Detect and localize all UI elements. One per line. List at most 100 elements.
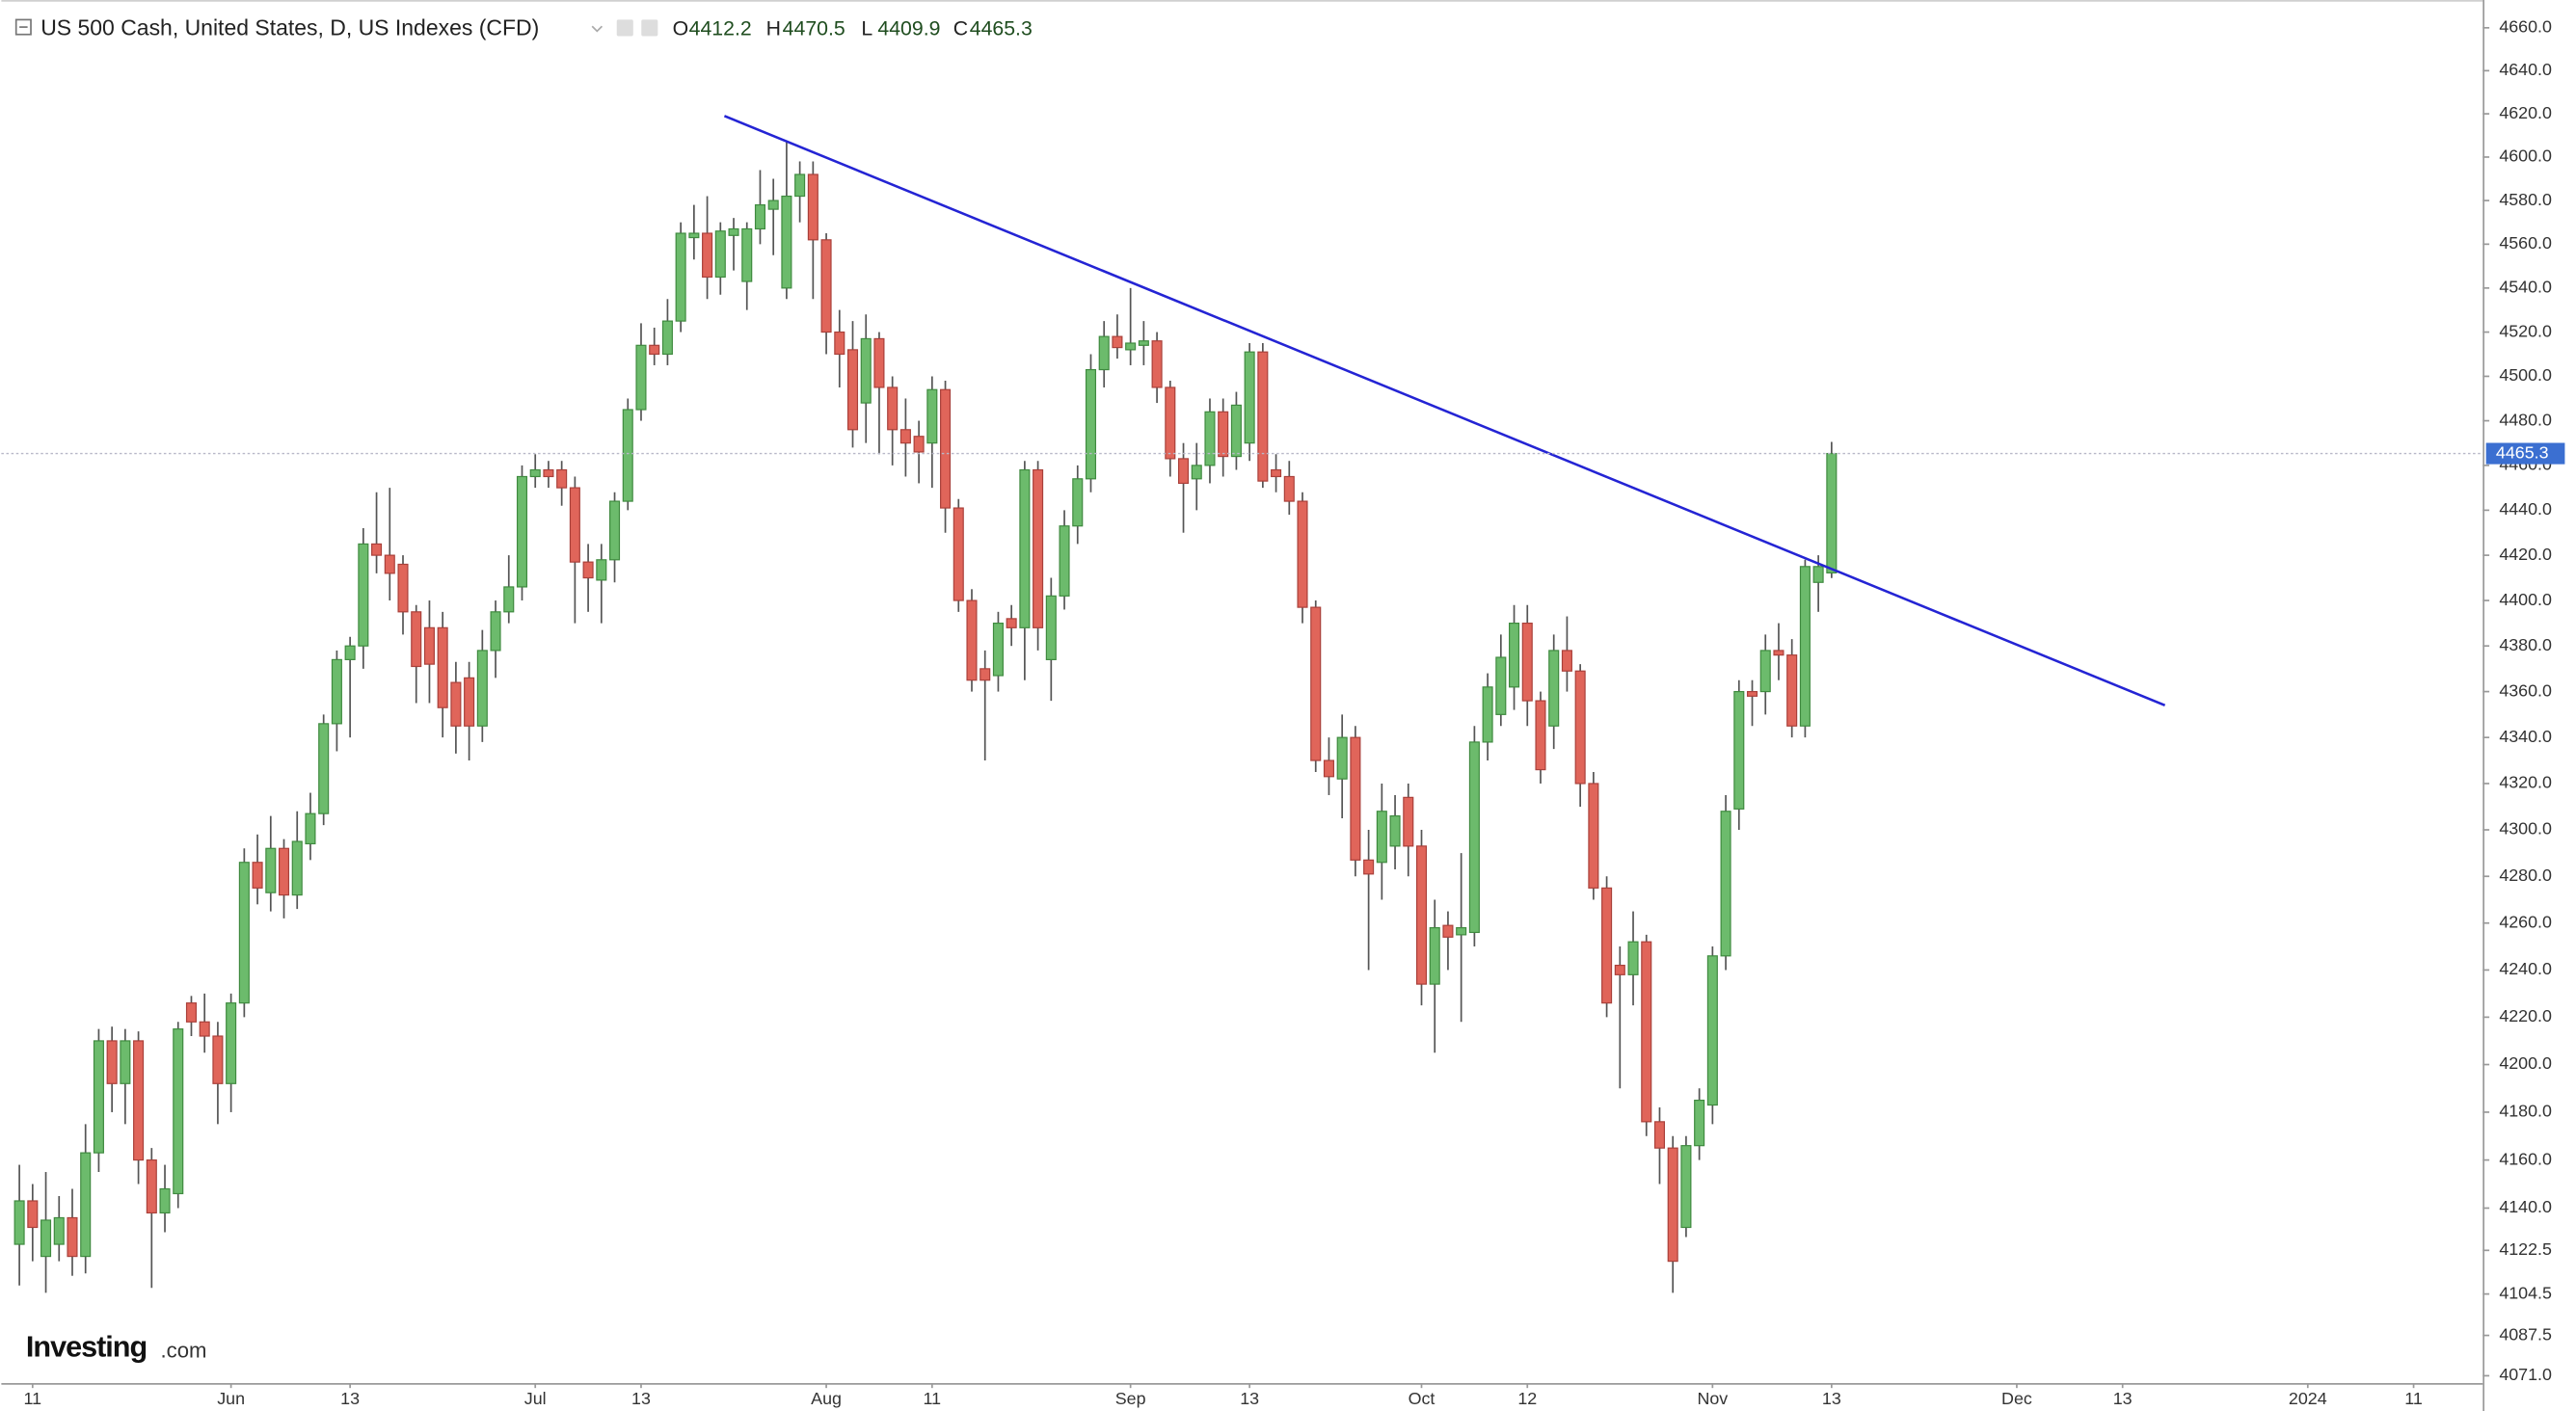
y-tick-label: 4500.0 <box>2499 365 2552 385</box>
candle-body <box>1826 452 1838 573</box>
y-tick-label: 4540.0 <box>2499 278 2552 297</box>
candle-body <box>860 337 872 404</box>
candle-body <box>27 1200 39 1229</box>
settings-icon[interactable] <box>616 19 633 37</box>
candle-body <box>344 645 356 660</box>
candle-body <box>1799 566 1811 727</box>
candle-body <box>13 1200 25 1245</box>
x-tick-label: 13 <box>1240 1389 1259 1408</box>
collapse-icon[interactable] <box>14 18 32 36</box>
candle-body <box>226 1002 237 1084</box>
x-tick-label: Jul <box>524 1389 547 1408</box>
candle-body <box>358 543 369 647</box>
x-tick-label: 12 <box>1517 1389 1537 1408</box>
candle-body <box>1019 468 1031 628</box>
candle-body <box>464 677 475 727</box>
candle-body <box>899 429 911 444</box>
candle-body <box>185 1002 198 1023</box>
candle-body <box>1072 478 1084 527</box>
close-icon[interactable] <box>641 19 658 37</box>
candle-body <box>1151 340 1163 388</box>
candle-body <box>1759 650 1771 693</box>
y-tick-label: 4180.0 <box>2499 1102 2552 1121</box>
candle-body <box>1204 411 1216 466</box>
candle-body <box>1456 926 1467 936</box>
candle-body <box>794 173 806 198</box>
candle-body <box>1350 736 1361 861</box>
ohlc-key: H <box>766 16 781 40</box>
candle-body <box>966 599 978 681</box>
candle-body <box>820 239 832 333</box>
candle-body <box>252 862 263 889</box>
candle-body <box>1429 926 1440 985</box>
candle-body <box>714 230 726 279</box>
candle-body <box>40 1219 52 1258</box>
candle-body <box>622 409 633 502</box>
candle-body <box>1059 525 1070 597</box>
candle-body <box>834 331 845 356</box>
candle-body <box>1548 650 1560 727</box>
ohlc-value: 4465.3 <box>970 16 1033 40</box>
candle-body <box>1336 736 1348 780</box>
candle-body <box>450 681 462 727</box>
candle-body <box>1482 686 1493 743</box>
y-tick-label: 4520.0 <box>2499 321 2552 340</box>
candle-body <box>1495 656 1507 715</box>
candle-body <box>318 723 330 814</box>
candle-body <box>953 507 964 601</box>
x-tick-label: Oct <box>1409 1389 1436 1408</box>
candle-body <box>846 349 859 431</box>
candle-body <box>992 623 1004 677</box>
candle-body <box>1310 606 1322 761</box>
candle-body <box>781 195 792 289</box>
candle-body <box>1667 1147 1678 1263</box>
candle-body <box>1812 566 1824 583</box>
candle-body <box>1283 475 1295 502</box>
ohlc-key: O <box>673 16 689 40</box>
candle-body <box>93 1040 104 1154</box>
candle-body <box>702 232 713 279</box>
candle-body <box>199 1021 210 1037</box>
candle-body <box>807 173 818 241</box>
y-tick-label: 4580.0 <box>2499 190 2552 209</box>
candle-body <box>688 232 700 239</box>
y-tick-label: 4300.0 <box>2499 819 2552 839</box>
x-tick-label: 13 <box>340 1389 360 1408</box>
candle-body <box>53 1216 65 1245</box>
candle-body <box>1098 335 1110 371</box>
candle-body <box>291 840 303 896</box>
y-tick-label: 4440.0 <box>2499 499 2552 519</box>
y-tick-label: 4380.0 <box>2499 635 2552 654</box>
candle-body <box>661 320 673 356</box>
candle-body <box>1561 650 1572 672</box>
y-tick-label: 4620.0 <box>2499 103 2552 122</box>
candle-body <box>1085 368 1097 480</box>
candle-body <box>649 344 660 356</box>
ohlc-key: L <box>861 16 872 40</box>
title-dropdown[interactable] <box>591 25 604 33</box>
candle-body <box>1442 924 1454 938</box>
candle-body <box>397 563 409 613</box>
y-tick-label: 4640.0 <box>2499 60 2552 79</box>
ohlc-value: 4412.2 <box>689 16 752 40</box>
y-tick-label: 4340.0 <box>2499 727 2552 746</box>
candle-body <box>979 668 991 681</box>
candle-body <box>278 847 290 896</box>
candle-body <box>1125 342 1137 351</box>
candle-body <box>887 386 899 431</box>
candle-body <box>1706 955 1718 1106</box>
candle-body <box>173 1028 184 1195</box>
candle-body <box>1509 623 1520 688</box>
candle-body <box>1574 670 1586 785</box>
x-tick-label: 11 <box>24 1389 42 1408</box>
y-tick-label: 4220.0 <box>2499 1006 2552 1025</box>
candle-body <box>940 388 952 509</box>
candle-body <box>1653 1121 1666 1149</box>
candle-body <box>384 554 395 574</box>
candle-body <box>371 543 383 556</box>
candle-body <box>212 1035 224 1084</box>
y-tick-label: 4400.0 <box>2499 590 2552 609</box>
x-tick-label: Sep <box>1115 1389 1146 1408</box>
candle-body <box>675 232 686 322</box>
